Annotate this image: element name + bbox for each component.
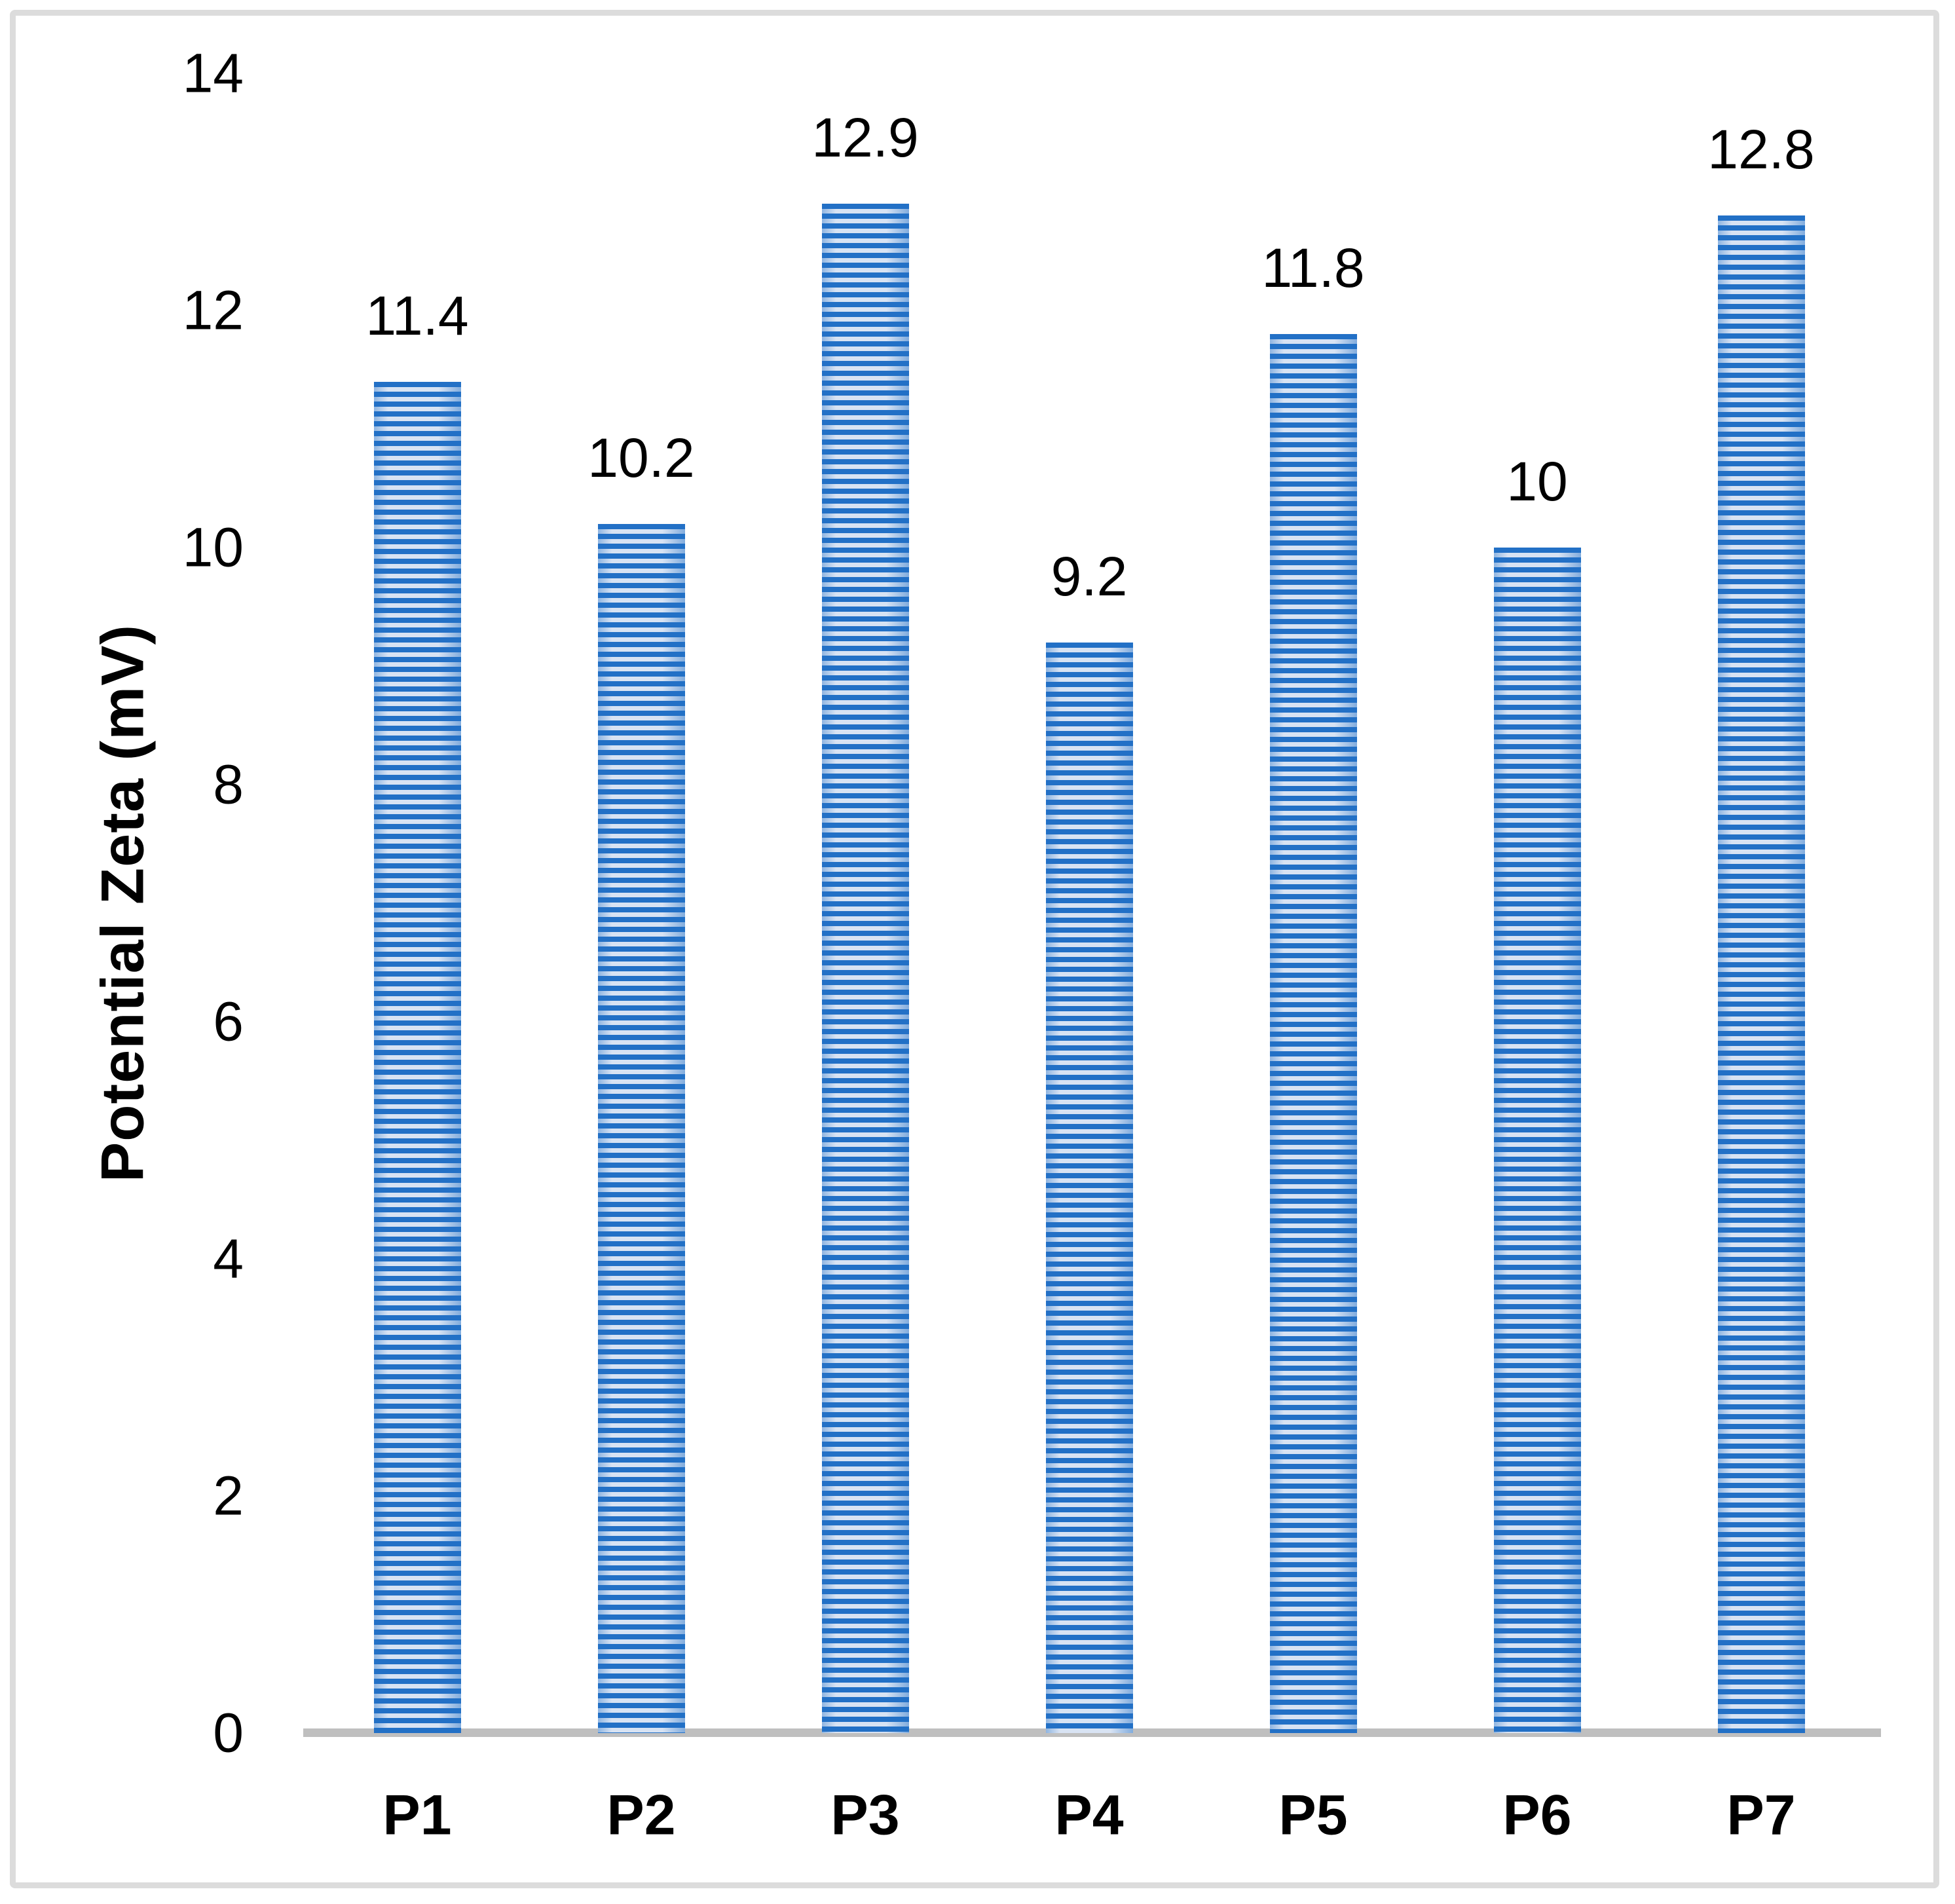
- y-axis-title: Potential Zeta (mV): [89, 624, 157, 1183]
- data-label-P2: 10.2: [587, 427, 695, 489]
- y-tick-label: 6: [213, 990, 244, 1053]
- data-label-P7: 12.8: [1707, 119, 1815, 180]
- bar-edge-shading: [1269, 334, 1357, 1733]
- bar-P3: [821, 204, 909, 1733]
- data-label-P5: 11.8: [1261, 237, 1365, 299]
- bar-edge-shading: [373, 382, 461, 1733]
- bar-edge-shading: [1045, 643, 1133, 1733]
- bar-edge-shading: [1717, 215, 1805, 1733]
- y-tick-label: 2: [213, 1465, 244, 1527]
- x-category-label-P1: P1: [382, 1783, 452, 1847]
- x-category-label-P3: P3: [830, 1783, 900, 1847]
- bar-edge-shading: [1493, 548, 1581, 1733]
- data-label-P4: 9.2: [1051, 546, 1128, 607]
- y-tick-label: 14: [182, 42, 244, 104]
- bar-P1: [373, 382, 461, 1733]
- data-label-P1: 11.4: [365, 285, 469, 346]
- bar-P4: [1045, 643, 1133, 1733]
- bar-edge-shading: [597, 524, 685, 1733]
- y-tick-label: 0: [213, 1702, 244, 1764]
- y-tick-label: 8: [213, 753, 244, 815]
- y-tick-label: 10: [182, 516, 244, 578]
- x-category-label-P4: P4: [1054, 1783, 1124, 1847]
- bar-P2: [597, 524, 685, 1733]
- y-tick-label: 4: [213, 1227, 244, 1290]
- x-category-label-P7: P7: [1726, 1783, 1796, 1847]
- x-category-label-P5: P5: [1278, 1783, 1348, 1847]
- x-category-label-P2: P2: [606, 1783, 676, 1847]
- bar-P7: [1717, 215, 1805, 1733]
- y-tick-label: 12: [182, 279, 244, 341]
- bar-P5: [1269, 334, 1357, 1733]
- data-label-P6: 10: [1506, 451, 1568, 512]
- bar-edge-shading: [821, 204, 909, 1733]
- data-label-P3: 12.9: [811, 107, 919, 168]
- chart-border-frame: [10, 10, 1939, 1888]
- x-category-label-P6: P6: [1502, 1783, 1572, 1847]
- bar-P6: [1493, 548, 1581, 1733]
